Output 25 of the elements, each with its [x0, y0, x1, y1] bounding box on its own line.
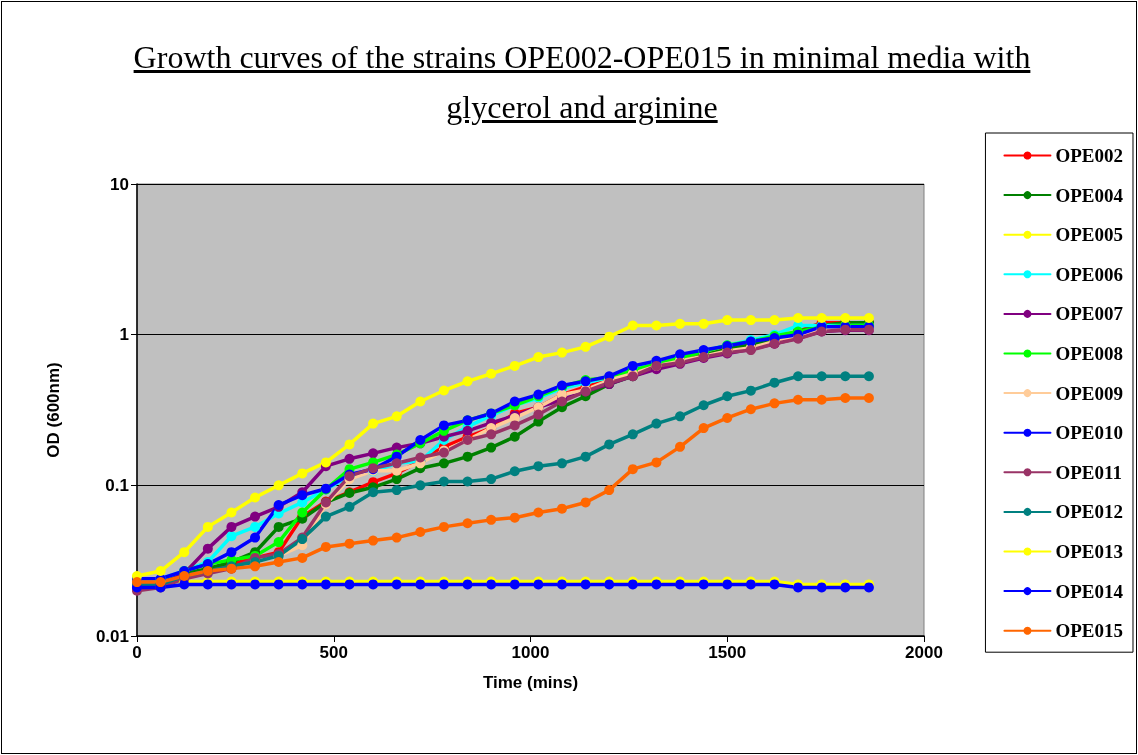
legend-label: OPE005	[1055, 224, 1123, 246]
x-tick-label: 0	[132, 643, 142, 662]
x-tick-label: 1500	[708, 643, 747, 662]
legend-label: OPE009	[1055, 382, 1123, 404]
chart-title: Growth curves of the strains OPE002-OPE015 in minimal media with glycerol and arginine	[132, 38, 1032, 127]
legend-label: OPE008	[1055, 343, 1123, 364]
legend-label: OPE015	[1055, 620, 1123, 642]
legend-label: OPE012	[1055, 501, 1123, 523]
legend-label: OPE006	[1055, 263, 1123, 285]
y-tick-label: 1	[119, 325, 129, 345]
y-axis-title: OD (600nm)	[44, 362, 63, 458]
y-tick-label: 0.01	[95, 626, 129, 646]
x-tick-label: 1000	[511, 643, 550, 662]
legend-label: OPE011	[1055, 461, 1122, 483]
legend-label: OPE004	[1055, 184, 1124, 206]
x-tick-label: 500	[319, 643, 348, 662]
legend-label: OPE010	[1055, 422, 1123, 444]
legend-label: OPE002	[1055, 145, 1123, 166]
legend-label: OPE007	[1055, 303, 1124, 325]
y-tick-label: 10	[110, 174, 129, 194]
y-tick-label: 0.1	[105, 475, 129, 495]
x-axis-title: Time (mins)	[482, 673, 579, 692]
x-tick-label: 2000	[905, 643, 943, 662]
legend-label: OPE013	[1055, 541, 1123, 562]
legend-label: OPE014	[1055, 580, 1124, 602]
